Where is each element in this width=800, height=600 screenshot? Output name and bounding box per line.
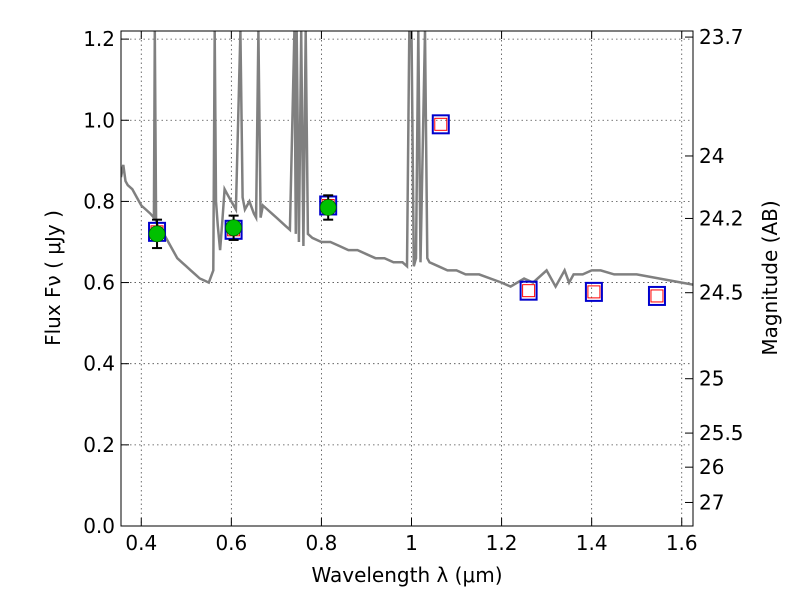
y2-tick-label: 25.5 xyxy=(699,421,744,445)
x-tick-label: 1 xyxy=(405,531,418,555)
plot-frame xyxy=(120,30,694,527)
plot-area xyxy=(121,31,693,306)
x-tick-label: 1.6 xyxy=(666,531,698,555)
synthetic-square-outer xyxy=(584,281,603,302)
synthetic-square-inner xyxy=(522,284,536,298)
y2-tick-label: 23.7 xyxy=(699,25,744,49)
y-tick-label: 1.0 xyxy=(83,108,115,132)
y-tick-label: 0.6 xyxy=(83,271,115,295)
grid-lines xyxy=(121,31,693,527)
synthetic-square-outer xyxy=(519,280,538,301)
x-tick-label: 1.2 xyxy=(486,531,518,555)
y-tick-label: 0.4 xyxy=(83,352,115,376)
synthetic-square-outer xyxy=(647,285,666,306)
y2-tick-label: 24.2 xyxy=(699,206,744,230)
x-tick-label: 0.4 xyxy=(125,531,157,555)
observed-point xyxy=(319,199,337,216)
observed-point xyxy=(225,219,242,237)
y-tick-label: 0.2 xyxy=(83,433,115,457)
x-tick-label: 0.8 xyxy=(306,531,338,555)
y-tick-label: 0.8 xyxy=(83,189,115,213)
y-tick-label: 0.0 xyxy=(83,514,115,538)
y2-tick-label: 24 xyxy=(699,144,724,168)
x-tick-label: 1.4 xyxy=(576,531,608,555)
synthetic-square-inner xyxy=(434,117,448,131)
synthetic-square-inner xyxy=(650,289,664,303)
x-axis-title: Wavelength λ (μm) xyxy=(311,563,502,587)
y-axis-title: Flux Fν ( μJy ) xyxy=(41,210,65,346)
y2-tick-label: 26 xyxy=(699,455,724,479)
y2-tick-label: 25 xyxy=(699,367,724,391)
synthetic-square-outer xyxy=(431,114,450,135)
observed-point xyxy=(148,225,166,243)
y-tick-label: 1.2 xyxy=(83,27,115,51)
model-spectrum-line xyxy=(121,31,693,290)
synthetic-square-inner xyxy=(587,285,601,299)
y2-tick-label: 27 xyxy=(699,490,724,514)
observed-points xyxy=(148,194,337,250)
x-tick-label: 0.6 xyxy=(215,531,247,555)
y2-tick-label: 24.5 xyxy=(699,281,744,305)
axis-ticks: 0.4 0.6 0.8 1 1.2 1.4 1.6 0.0 0.2 0.4 0.6 0.8 1.0 1.2… xyxy=(83,25,743,555)
y2-axis-title: Magnitude (AB) xyxy=(758,200,782,355)
